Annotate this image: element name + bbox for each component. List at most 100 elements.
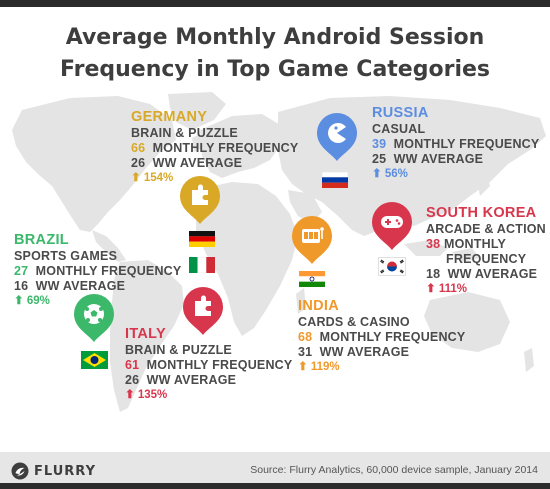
germany-pin: [180, 176, 220, 224]
ww-label: WW AVERAGE: [146, 373, 237, 387]
up-arrow-icon: ⬆: [131, 172, 141, 184]
monthly-frequency: 27 MONTHLY FREQUENCY: [14, 264, 181, 279]
flurry-logo-text: FLURRY: [34, 463, 96, 479]
up-arrow-icon: ⬆: [426, 283, 436, 295]
brazil-flag: [81, 351, 108, 369]
india-label: INDIA CARDS & CASINO 68 MONTHLY FREQUENC…: [298, 298, 465, 375]
ww-average: 25 WW AVERAGE: [372, 152, 539, 167]
category: CASUAL: [372, 122, 426, 136]
growth-value: 69%: [26, 295, 50, 307]
india-pin: [292, 216, 332, 264]
growth: ⬆ 111%: [426, 282, 546, 297]
puzzle-icon: [195, 295, 211, 316]
russia-flag: [322, 172, 348, 188]
country-name: INDIA: [298, 298, 339, 314]
russia-pin: [317, 113, 357, 161]
italy-label: ITALY BRAIN & PUZZLE 61 MONTHLY FREQUENC…: [125, 326, 292, 403]
italy-flag: [189, 257, 215, 273]
ww-value: 25: [372, 152, 387, 166]
monthly-value: 66: [131, 141, 146, 155]
monthly-label: MONTHLY: [444, 237, 507, 251]
monthly-label-2: FREQUENCY: [446, 252, 527, 266]
country-name: SOUTH KOREA: [426, 205, 537, 221]
growth: ⬆ 135%: [125, 388, 292, 403]
category: ARCADE & ACTION: [426, 222, 546, 236]
monthly-label: MONTHLY FREQUENCY: [35, 264, 182, 278]
title-line-2: Frequency in Top Game Categories: [60, 57, 490, 82]
ww-label: WW AVERAGE: [393, 152, 484, 166]
country-name: BRAZIL: [14, 232, 69, 248]
south-korea-pin: [372, 202, 412, 250]
top-bar: [0, 0, 550, 7]
growth: ⬆ 69%: [14, 294, 181, 309]
ww-average: 26 WW AVERAGE: [125, 373, 292, 388]
gamepad-icon: [381, 216, 403, 228]
country-name: RUSSIA: [372, 105, 429, 121]
title-line-1: Average Monthly Android Session: [65, 25, 485, 50]
monthly-label: MONTHLY FREQUENCY: [393, 137, 540, 151]
ww-value: 16: [14, 279, 29, 293]
up-arrow-icon: ⬆: [14, 295, 24, 307]
ww-average: 26 WW AVERAGE: [131, 156, 298, 171]
monthly-label: MONTHLY FREQUENCY: [152, 141, 299, 155]
flurry-logo: FLURRY: [11, 462, 96, 480]
ww-value: 31: [298, 345, 313, 359]
growth-value: 154%: [143, 172, 174, 184]
growth: ⬆ 56%: [372, 167, 539, 182]
brazil-pin: [74, 294, 114, 342]
ww-label: WW AVERAGE: [447, 267, 538, 281]
monthly-frequency: 66 MONTHLY FREQUENCY: [131, 141, 298, 156]
monthly-value: 61: [125, 358, 140, 372]
category: SPORTS GAMES: [14, 249, 118, 263]
growth-value: 111%: [438, 283, 467, 295]
germany-flag: [189, 231, 215, 247]
growth-value: 56%: [384, 168, 408, 180]
country-name: GERMANY: [131, 109, 208, 125]
source-note: Source: Flurry Analytics, 60,000 device …: [250, 464, 538, 476]
growth: ⬆ 154%: [131, 171, 298, 186]
india-flag: [299, 271, 325, 287]
growth: ⬆ 119%: [298, 360, 465, 375]
monthly-value: 68: [298, 330, 313, 344]
monthly-value: 27: [14, 264, 29, 278]
ww-label: WW AVERAGE: [35, 279, 126, 293]
germany-label: GERMANY BRAIN & PUZZLE 66 MONTHLY FREQUE…: [131, 109, 298, 186]
up-arrow-icon: ⬆: [298, 361, 308, 373]
south-korea-flag: [378, 257, 406, 276]
up-arrow-icon: ⬆: [372, 168, 382, 180]
south-korea-label: SOUTH KOREA ARCADE & ACTION 38 MONTHLY F…: [426, 205, 546, 297]
page-title: Average Monthly Android Session Frequenc…: [0, 22, 550, 86]
monthly-frequency: 68 MONTHLY FREQUENCY: [298, 330, 465, 345]
monthly-value: 39: [372, 137, 387, 151]
ww-label: WW AVERAGE: [319, 345, 410, 359]
monthly-frequency: 39 MONTHLY FREQUENCY: [372, 137, 539, 152]
category: CARDS & CASINO: [298, 315, 410, 329]
slot-machine-icon: [302, 227, 324, 243]
category: BRAIN & PUZZLE: [125, 343, 232, 357]
footer: FLURRY Source: Flurry Analytics, 60,000 …: [0, 452, 550, 489]
up-arrow-icon: ⬆: [125, 389, 135, 401]
bottom-bar: [0, 483, 550, 489]
category: BRAIN & PUZZLE: [131, 126, 238, 140]
ww-label: WW AVERAGE: [152, 156, 243, 170]
monthly-label: MONTHLY FREQUENCY: [319, 330, 466, 344]
ww-average: 16 WW AVERAGE: [14, 279, 181, 294]
italy-pin: [183, 287, 223, 335]
flurry-logo-icon: [11, 462, 29, 480]
growth-value: 119%: [310, 361, 340, 373]
country-name: ITALY: [125, 326, 166, 342]
ww-average: 31 WW AVERAGE: [298, 345, 465, 360]
russia-label: RUSSIA CASUAL 39 MONTHLY FREQUENCY 25 WW…: [372, 105, 539, 182]
growth-value: 135%: [137, 389, 168, 401]
ww-value: 18: [426, 267, 441, 281]
monthly-frequency: 61 MONTHLY FREQUENCY: [125, 358, 292, 373]
brazil-label: BRAZIL SPORTS GAMES 27 MONTHLY FREQUENCY…: [14, 232, 181, 309]
ww-value: 26: [125, 373, 140, 387]
puzzle-icon: [192, 184, 208, 205]
monthly-label: MONTHLY FREQUENCY: [146, 358, 293, 372]
pacman-icon: [328, 123, 346, 143]
ww-value: 26: [131, 156, 146, 170]
monthly-frequency: 38 MONTHLY: [426, 237, 546, 252]
soccer-ball-icon: [84, 304, 104, 324]
